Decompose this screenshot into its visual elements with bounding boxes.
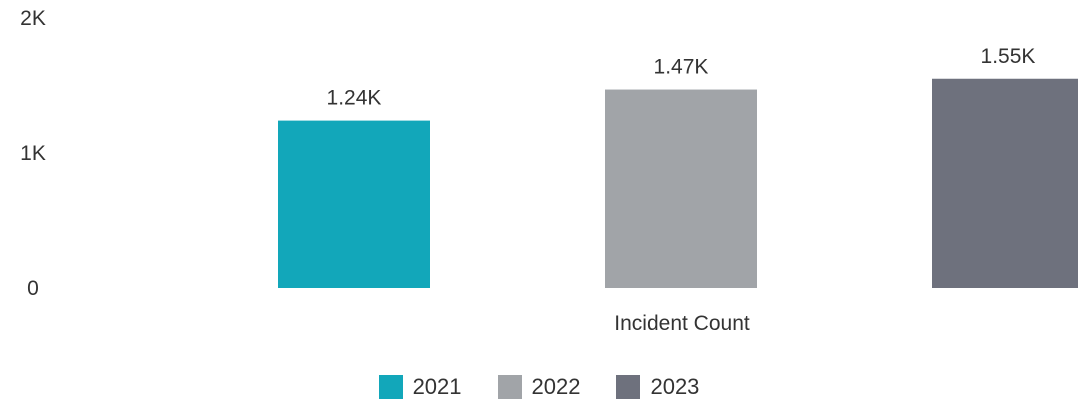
data-labels: 1.24K 1.47K 1.55K: [327, 45, 1036, 110]
legend-label: 2023: [650, 374, 700, 399]
bar-2022: [605, 89, 757, 288]
legend-swatch-icon: [497, 375, 522, 399]
bar-2021: [278, 120, 430, 288]
data-label-2023: 1.55K: [981, 45, 1036, 68]
y-axis: 0 1K 2K: [20, 7, 46, 300]
y-tick-label: 0: [27, 277, 39, 300]
legend-item-2022: 2022: [497, 372, 581, 402]
bar-2023: [932, 78, 1078, 288]
bar-group: [278, 78, 1078, 288]
data-label-2022: 1.47K: [654, 56, 709, 79]
legend-label: 2022: [531, 374, 581, 399]
legend-swatch-icon: [616, 375, 641, 399]
legend-item-2021: 2021: [378, 372, 462, 402]
y-tick-label: 2K: [20, 7, 46, 30]
x-axis-label: Incident Count: [614, 312, 750, 335]
legend-label: 2021: [412, 374, 462, 399]
y-tick-label: 1K: [20, 142, 46, 165]
legend-item-2023: 2023: [616, 372, 699, 402]
data-label-2021: 1.24K: [327, 87, 382, 110]
legend-swatch-icon: [378, 375, 403, 399]
legend: 2021 2022 2023: [0, 372, 1078, 402]
